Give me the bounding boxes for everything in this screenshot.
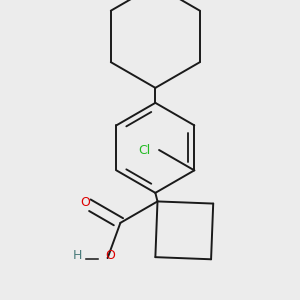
Text: Cl: Cl — [138, 143, 151, 157]
Text: O: O — [105, 249, 115, 262]
Text: O: O — [80, 196, 90, 208]
Text: H: H — [73, 249, 82, 262]
